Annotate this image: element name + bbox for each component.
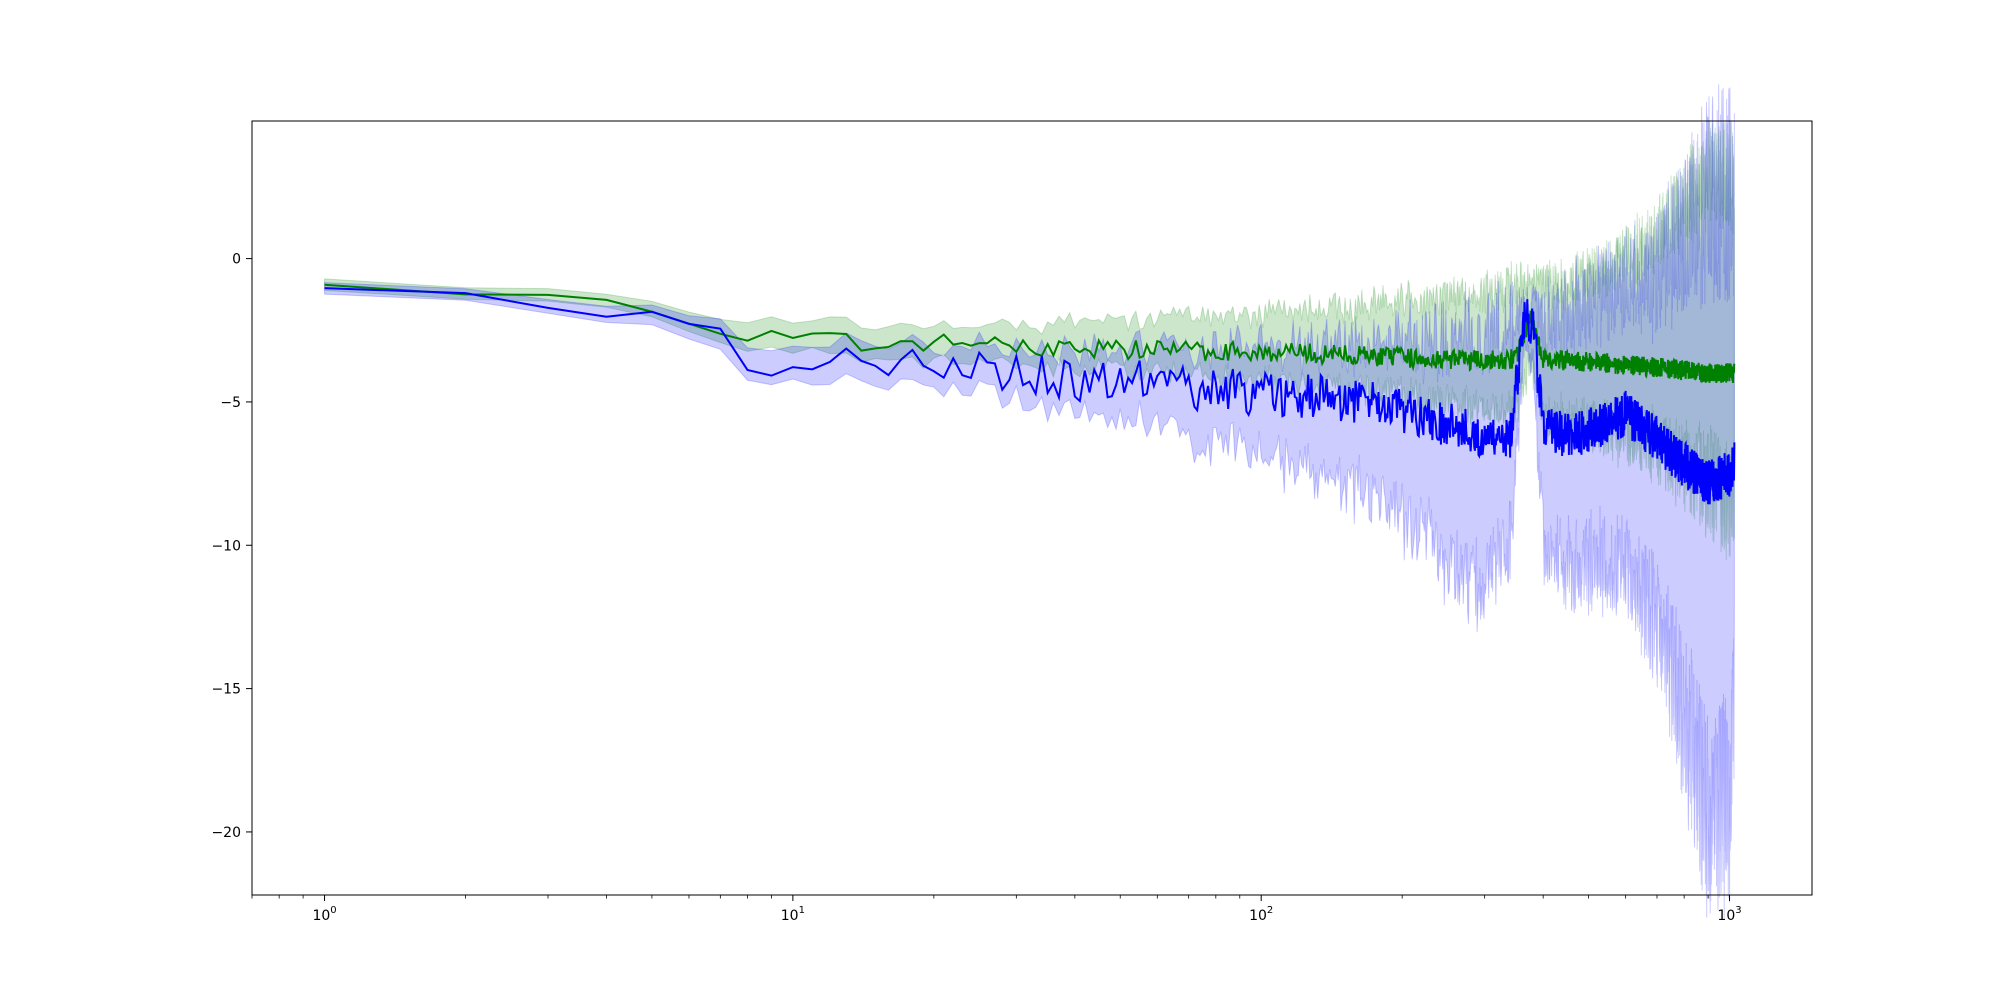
x-tick-label: 103	[1717, 905, 1741, 924]
x-tick-label: 101	[781, 905, 805, 924]
series-0-line	[324, 283, 1736, 383]
y-tick-label: −5	[220, 395, 241, 411]
y-tick-label: −10	[211, 538, 241, 554]
plot-frame	[251, 120, 1813, 896]
series-1-band	[324, 84, 1735, 919]
series-lines	[324, 283, 1736, 505]
series-0-band	[324, 116, 1735, 561]
x-axis: 100 101 102 103	[251, 895, 1742, 924]
y-tick-label: 0	[232, 252, 241, 268]
x-tick-label: 102	[1249, 905, 1273, 924]
series-1-line	[324, 287, 1736, 505]
y-tick-label: −20	[211, 825, 241, 841]
x-tick-label: 100	[312, 905, 336, 924]
confidence-bands	[324, 84, 1735, 919]
y-tick-label: −15	[211, 682, 241, 698]
y-axis: 0 −5 −10 −15 −20	[211, 252, 252, 841]
